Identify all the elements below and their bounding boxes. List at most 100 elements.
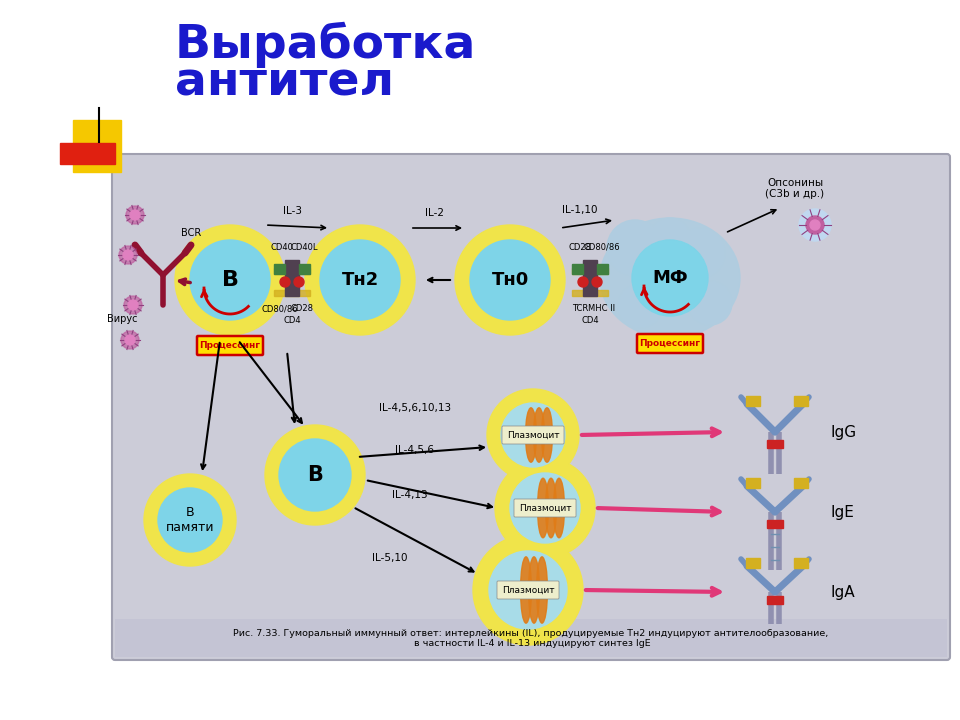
Circle shape: [632, 240, 708, 316]
Bar: [767, 596, 783, 604]
Circle shape: [489, 551, 567, 629]
Circle shape: [495, 458, 595, 558]
Circle shape: [688, 281, 732, 325]
Text: IL-4,5,6,10,13: IL-4,5,6,10,13: [379, 403, 451, 413]
Text: IL-4,5,6: IL-4,5,6: [396, 445, 435, 455]
FancyBboxPatch shape: [514, 499, 576, 517]
Circle shape: [487, 389, 579, 481]
Text: Плазмоцит: Плазмоцит: [518, 503, 571, 513]
Ellipse shape: [541, 408, 553, 462]
Bar: [794, 478, 808, 488]
Bar: [60, 143, 115, 164]
Text: антител: антител: [175, 60, 395, 105]
Text: IL-3: IL-3: [282, 206, 301, 216]
Circle shape: [144, 474, 236, 566]
Ellipse shape: [600, 218, 740, 338]
Text: IgG: IgG: [830, 425, 856, 439]
Circle shape: [124, 296, 142, 314]
Text: CD28: CD28: [291, 304, 314, 313]
Circle shape: [455, 225, 565, 335]
Text: CD40L: CD40L: [290, 243, 318, 252]
Circle shape: [265, 425, 365, 525]
Circle shape: [799, 209, 831, 241]
Text: Выработка: Выработка: [175, 22, 476, 68]
Text: Рис. 7.33. Гуморальный иммунный ответ: интерлейкины (IL), продуцируемые Тн2 инду: Рис. 7.33. Гуморальный иммунный ответ: и…: [233, 629, 828, 649]
Circle shape: [279, 439, 351, 511]
FancyBboxPatch shape: [637, 334, 703, 353]
Ellipse shape: [520, 557, 532, 623]
Bar: [115, 619, 947, 657]
Text: Тн2: Тн2: [342, 271, 378, 289]
Bar: [285, 260, 299, 296]
Circle shape: [607, 220, 663, 276]
Circle shape: [501, 403, 565, 467]
Text: Вирус: Вирус: [107, 314, 137, 324]
Circle shape: [470, 240, 550, 320]
Bar: [767, 520, 783, 528]
Circle shape: [618, 284, 662, 328]
Text: (С3b и др.): (С3b и др.): [765, 189, 825, 199]
Circle shape: [119, 246, 137, 264]
Circle shape: [128, 300, 138, 310]
Circle shape: [578, 277, 588, 287]
Text: CD28: CD28: [568, 243, 591, 252]
Text: Процессинг: Процессинг: [639, 338, 701, 348]
Bar: [274, 290, 310, 296]
Text: В: В: [222, 270, 238, 290]
Ellipse shape: [538, 478, 548, 538]
Ellipse shape: [525, 408, 537, 462]
Bar: [73, 120, 121, 172]
Circle shape: [650, 218, 690, 258]
Circle shape: [126, 206, 144, 224]
Text: IgA: IgA: [830, 585, 854, 600]
Circle shape: [130, 210, 140, 220]
Text: MHC II: MHC II: [588, 304, 615, 313]
FancyBboxPatch shape: [197, 336, 263, 355]
Circle shape: [175, 225, 285, 335]
Text: CD4: CD4: [581, 316, 599, 325]
FancyBboxPatch shape: [502, 426, 564, 444]
Bar: [767, 440, 783, 448]
Text: CD80/86: CD80/86: [584, 243, 620, 252]
Text: IL-4,13: IL-4,13: [393, 490, 428, 500]
Ellipse shape: [529, 557, 540, 623]
Text: IL-5,10: IL-5,10: [372, 553, 408, 563]
Circle shape: [280, 277, 290, 287]
Circle shape: [158, 488, 222, 552]
Text: CD80/86: CD80/86: [262, 304, 299, 313]
Circle shape: [810, 220, 820, 230]
Text: В: В: [307, 465, 323, 485]
Circle shape: [592, 277, 602, 287]
Bar: [572, 264, 583, 274]
Bar: [583, 260, 597, 296]
Circle shape: [305, 225, 415, 335]
Text: CD4: CD4: [283, 316, 300, 325]
Bar: [597, 264, 608, 274]
Ellipse shape: [545, 478, 557, 538]
FancyBboxPatch shape: [497, 581, 559, 599]
Circle shape: [320, 240, 400, 320]
Circle shape: [121, 331, 139, 349]
Text: BCR: BCR: [181, 228, 202, 238]
Circle shape: [125, 335, 135, 345]
Circle shape: [123, 250, 133, 260]
Circle shape: [675, 228, 725, 278]
Text: IgE: IgE: [830, 505, 853, 520]
Bar: [794, 396, 808, 406]
Bar: [274, 268, 310, 274]
Text: Процессинг: Процессинг: [200, 341, 260, 349]
Bar: [572, 290, 608, 296]
Bar: [299, 264, 310, 274]
Text: Плазмоцит: Плазмоцит: [507, 431, 560, 439]
Bar: [746, 478, 760, 488]
Text: Опсонины: Опсонины: [767, 178, 823, 188]
Text: Тн0: Тн0: [492, 271, 529, 289]
Circle shape: [806, 216, 824, 234]
Circle shape: [510, 473, 580, 543]
Text: В
памяти: В памяти: [166, 506, 214, 534]
Text: Плазмоцит: Плазмоцит: [502, 585, 554, 595]
Ellipse shape: [537, 557, 547, 623]
Text: CD40: CD40: [271, 243, 294, 252]
Ellipse shape: [534, 408, 544, 462]
Text: IL-2: IL-2: [425, 208, 444, 218]
